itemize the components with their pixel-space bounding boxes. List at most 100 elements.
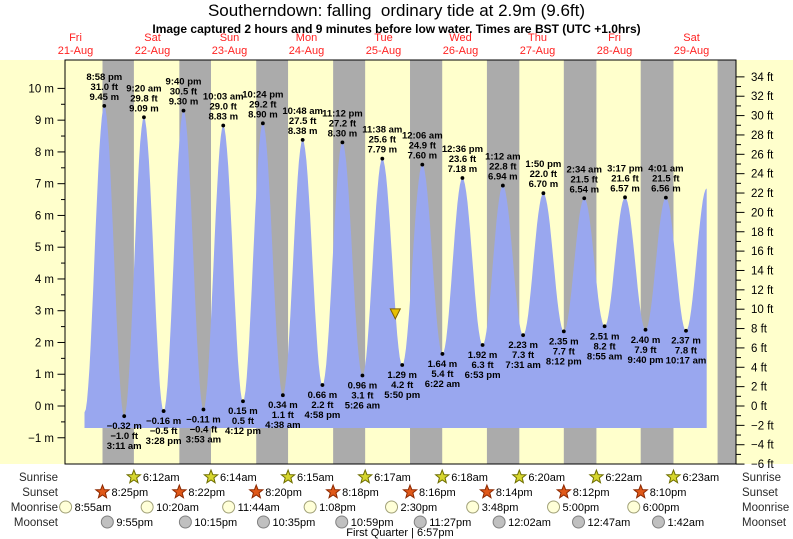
low-tide-annotation: 3:53 am — [186, 434, 221, 445]
high-tide-annotation: 9:20 am — [126, 83, 161, 94]
date-label-date: 28-Aug — [597, 45, 632, 57]
high-tide-dot — [663, 195, 668, 200]
low-tide-annotation: 6:53 pm — [465, 370, 501, 381]
high-tide-dot — [460, 176, 465, 180]
low-tide-dot — [241, 399, 245, 404]
high-tide-annotation: 1:12 am — [485, 152, 520, 163]
moonset-icon — [413, 515, 427, 529]
sunset-time: 8:10pm — [650, 487, 687, 499]
date-label-date: 29-Aug — [674, 45, 709, 57]
right-axis-label: 24 ft — [751, 169, 774, 181]
left-axis-label: 6 m — [35, 210, 54, 222]
moonset-icon — [651, 515, 665, 529]
sunset-icon — [402, 483, 419, 499]
high-tide-annotation: 24.9 ft — [409, 141, 437, 152]
moonrise-icon — [385, 500, 399, 514]
moonrise-time: 11:44am — [238, 502, 280, 514]
sunset-icon — [555, 483, 572, 499]
low-tide-dot — [643, 327, 648, 332]
high-tide-annotation: 7.60 m — [408, 151, 438, 162]
row-label-left-sunrise: Sunrise — [19, 472, 58, 484]
left-axis-label: 0 m — [35, 401, 54, 413]
high-tide-annotation: 1:50 pm — [525, 159, 561, 170]
low-tide-annotation: 7.9 ft — [634, 345, 657, 356]
high-tide-annotation: 9:40 pm — [166, 77, 202, 88]
low-tide-annotation: 1.92 m — [468, 350, 498, 361]
date-label-date: 24-Aug — [289, 45, 324, 57]
date-label-dow: Wed — [449, 32, 471, 44]
moonrise-time: 5:00pm — [563, 502, 600, 514]
plot-border — [64, 59, 737, 465]
low-tide-annotation: 9:40 pm — [628, 355, 664, 366]
low-tide-annotation: −0.16 m — [146, 416, 181, 427]
right-axis-label: −4 ft — [751, 440, 775, 452]
current-level-marker — [389, 308, 402, 321]
high-tide-dot — [102, 103, 107, 108]
high-tide-dot — [260, 121, 265, 126]
moonrise-icon — [627, 500, 641, 514]
row-label-right-sunset: Sunset — [742, 487, 779, 499]
moonrise-time: 6:00pm — [643, 502, 680, 514]
high-tide-annotation: 7.18 m — [448, 164, 478, 175]
low-tide-annotation: 2.23 m — [508, 340, 538, 351]
high-tide-annotation: 2:34 am — [567, 164, 602, 175]
high-tide-annotation: 10:48 am — [282, 106, 323, 117]
high-tide-dot — [142, 115, 146, 120]
moonset-time: 9:55pm — [116, 517, 153, 529]
low-tide-dot — [400, 363, 405, 367]
sunset-time: 8:25pm — [112, 487, 149, 499]
high-tide-annotation: 9.45 m — [89, 92, 119, 103]
left-axis-label: 7 m — [35, 179, 54, 191]
sunrise-time: 6:14am — [220, 472, 257, 484]
high-tide-annotation: 6.54 m — [569, 184, 599, 195]
high-tide-annotation: 8.90 m — [248, 109, 278, 120]
row-label-left-sunset: Sunset — [22, 487, 59, 499]
low-tide-dot — [440, 352, 445, 356]
sunset-icon — [478, 483, 495, 499]
low-tide-annotation: 6.3 ft — [471, 360, 494, 371]
right-axis-label: 16 ft — [751, 246, 774, 258]
low-tide-annotation: 0.15 m — [228, 406, 258, 417]
date-label-dow: Mon — [296, 32, 317, 44]
low-tide-annotation: 8.2 ft — [594, 341, 617, 352]
right-axis-label: 2 ft — [751, 382, 768, 394]
moonrise-time: 10:20am — [156, 502, 199, 514]
moonset-icon — [100, 515, 114, 529]
low-tide-annotation: 0.5 ft — [232, 416, 255, 427]
sunset-time: 8:18pm — [342, 487, 379, 499]
low-tide-annotation: 1.1 ft — [272, 410, 295, 421]
left-axis-label: −1 m — [28, 433, 54, 445]
low-tide-annotation: 4.2 ft — [391, 380, 414, 391]
high-tide-annotation: 29.0 ft — [210, 102, 238, 113]
low-tide-dot — [122, 414, 127, 419]
high-tide-annotation: 9.30 m — [169, 97, 199, 108]
high-tide-annotation: 25.6 ft — [369, 135, 397, 146]
low-tide-annotation: 7.8 ft — [675, 346, 698, 357]
moonset-time: 10:15pm — [194, 517, 237, 529]
low-tide-annotation: 6:22 am — [425, 379, 460, 390]
high-tide-annotation: 27.2 ft — [329, 118, 357, 129]
date-label-date: 25-Aug — [366, 45, 401, 57]
sunset-icon — [248, 483, 265, 499]
left-axis-label: 10 m — [28, 83, 54, 95]
moonset-icon — [492, 515, 506, 529]
low-tide-annotation: 5:50 pm — [384, 390, 420, 401]
moon-phase-footer: First Quarter | 6:57pm — [346, 527, 453, 539]
high-tide-annotation: 6.57 m — [610, 183, 640, 194]
high-tide-annotation: 29.2 ft — [249, 99, 277, 110]
high-tide-annotation: 8.83 m — [208, 112, 238, 123]
sunset-icon — [325, 483, 342, 499]
sunset-icon — [171, 483, 188, 499]
low-tide-annotation: −0.32 m — [107, 421, 142, 432]
low-tide-annotation: 2.37 m — [671, 336, 701, 347]
low-tide-annotation: 5:26 am — [345, 401, 380, 412]
night-band — [717, 60, 736, 464]
low-tide-dot — [684, 328, 688, 333]
tide-curve — [84, 105, 707, 429]
low-tide-annotation: 2.35 m — [549, 336, 579, 347]
date-label-date: 23-Aug — [212, 45, 247, 57]
low-tide-annotation: 4:58 pm — [304, 410, 340, 421]
right-axis-label: 34 ft — [751, 72, 774, 84]
moonset-icon — [178, 515, 192, 529]
high-tide-annotation: 10:03 am — [203, 92, 244, 103]
